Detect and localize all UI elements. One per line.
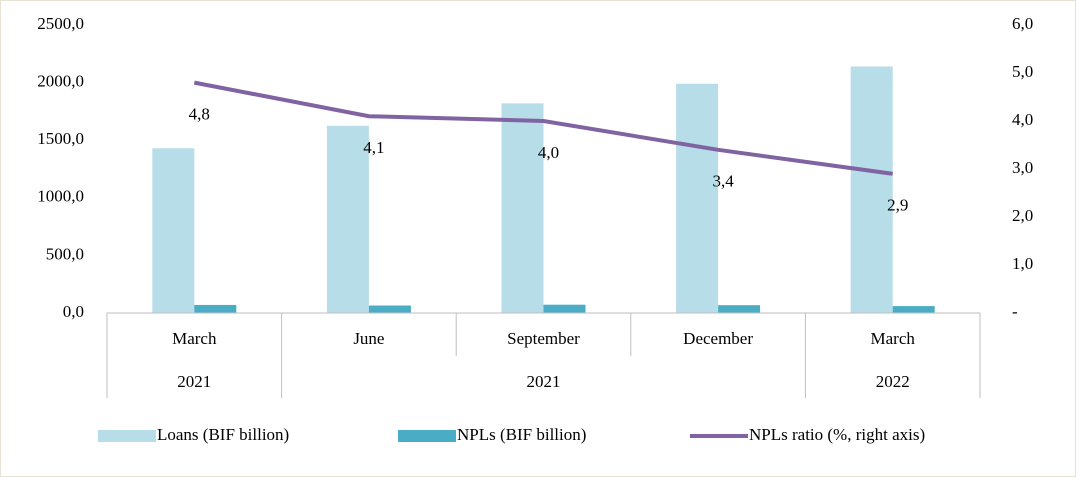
data-label: 4,8 [189, 105, 210, 124]
y2-tick-label: - [1012, 302, 1018, 321]
bar [543, 304, 586, 313]
y-tick-label: 0,0 [63, 302, 84, 321]
y2-tick-label: 3,0 [1012, 158, 1033, 177]
x-tick-label: September [507, 329, 580, 348]
legend-label: Loans (BIF billion) [157, 425, 289, 444]
data-label: 2,9 [887, 196, 908, 215]
x-tick-label: December [683, 329, 753, 348]
y2-tick-label: 6,0 [1012, 14, 1033, 33]
x-group-label: 2021 [177, 372, 211, 391]
y2-tick-label: 2,0 [1012, 206, 1033, 225]
x-tick-label: March [871, 329, 916, 348]
y2-tick-label: 5,0 [1012, 62, 1033, 81]
y2-tick-label: 1,0 [1012, 254, 1033, 273]
bar [718, 305, 761, 313]
bar [368, 305, 411, 313]
y-tick-label: 2500,0 [37, 14, 84, 33]
bar [326, 125, 369, 313]
y-tick-label: 2000,0 [37, 72, 84, 91]
legend-label: NPLs ratio (%, right axis) [749, 425, 925, 444]
bar [152, 148, 195, 313]
data-label: 3,4 [712, 172, 734, 191]
legend-swatch [98, 430, 156, 442]
x-group-label: 2021 [527, 372, 561, 391]
y-tick-label: 1500,0 [37, 129, 84, 148]
bar [892, 306, 935, 313]
x-tick-label: June [353, 329, 384, 348]
x-tick-label: March [172, 329, 217, 348]
legend-label: NPLs (BIF billion) [457, 425, 586, 444]
line [193, 80, 893, 176]
legend-swatch [398, 430, 456, 442]
y-tick-label: 1000,0 [37, 187, 84, 206]
data-label: 4,1 [363, 138, 384, 157]
data-label: 4,0 [538, 143, 559, 162]
y2-tick-label: 4,0 [1012, 110, 1033, 129]
bar [194, 304, 237, 313]
bar [501, 103, 544, 313]
bar [850, 66, 893, 313]
x-group-label: 2022 [876, 372, 910, 391]
bar [676, 83, 719, 313]
y-tick-label: 500,0 [46, 244, 84, 263]
